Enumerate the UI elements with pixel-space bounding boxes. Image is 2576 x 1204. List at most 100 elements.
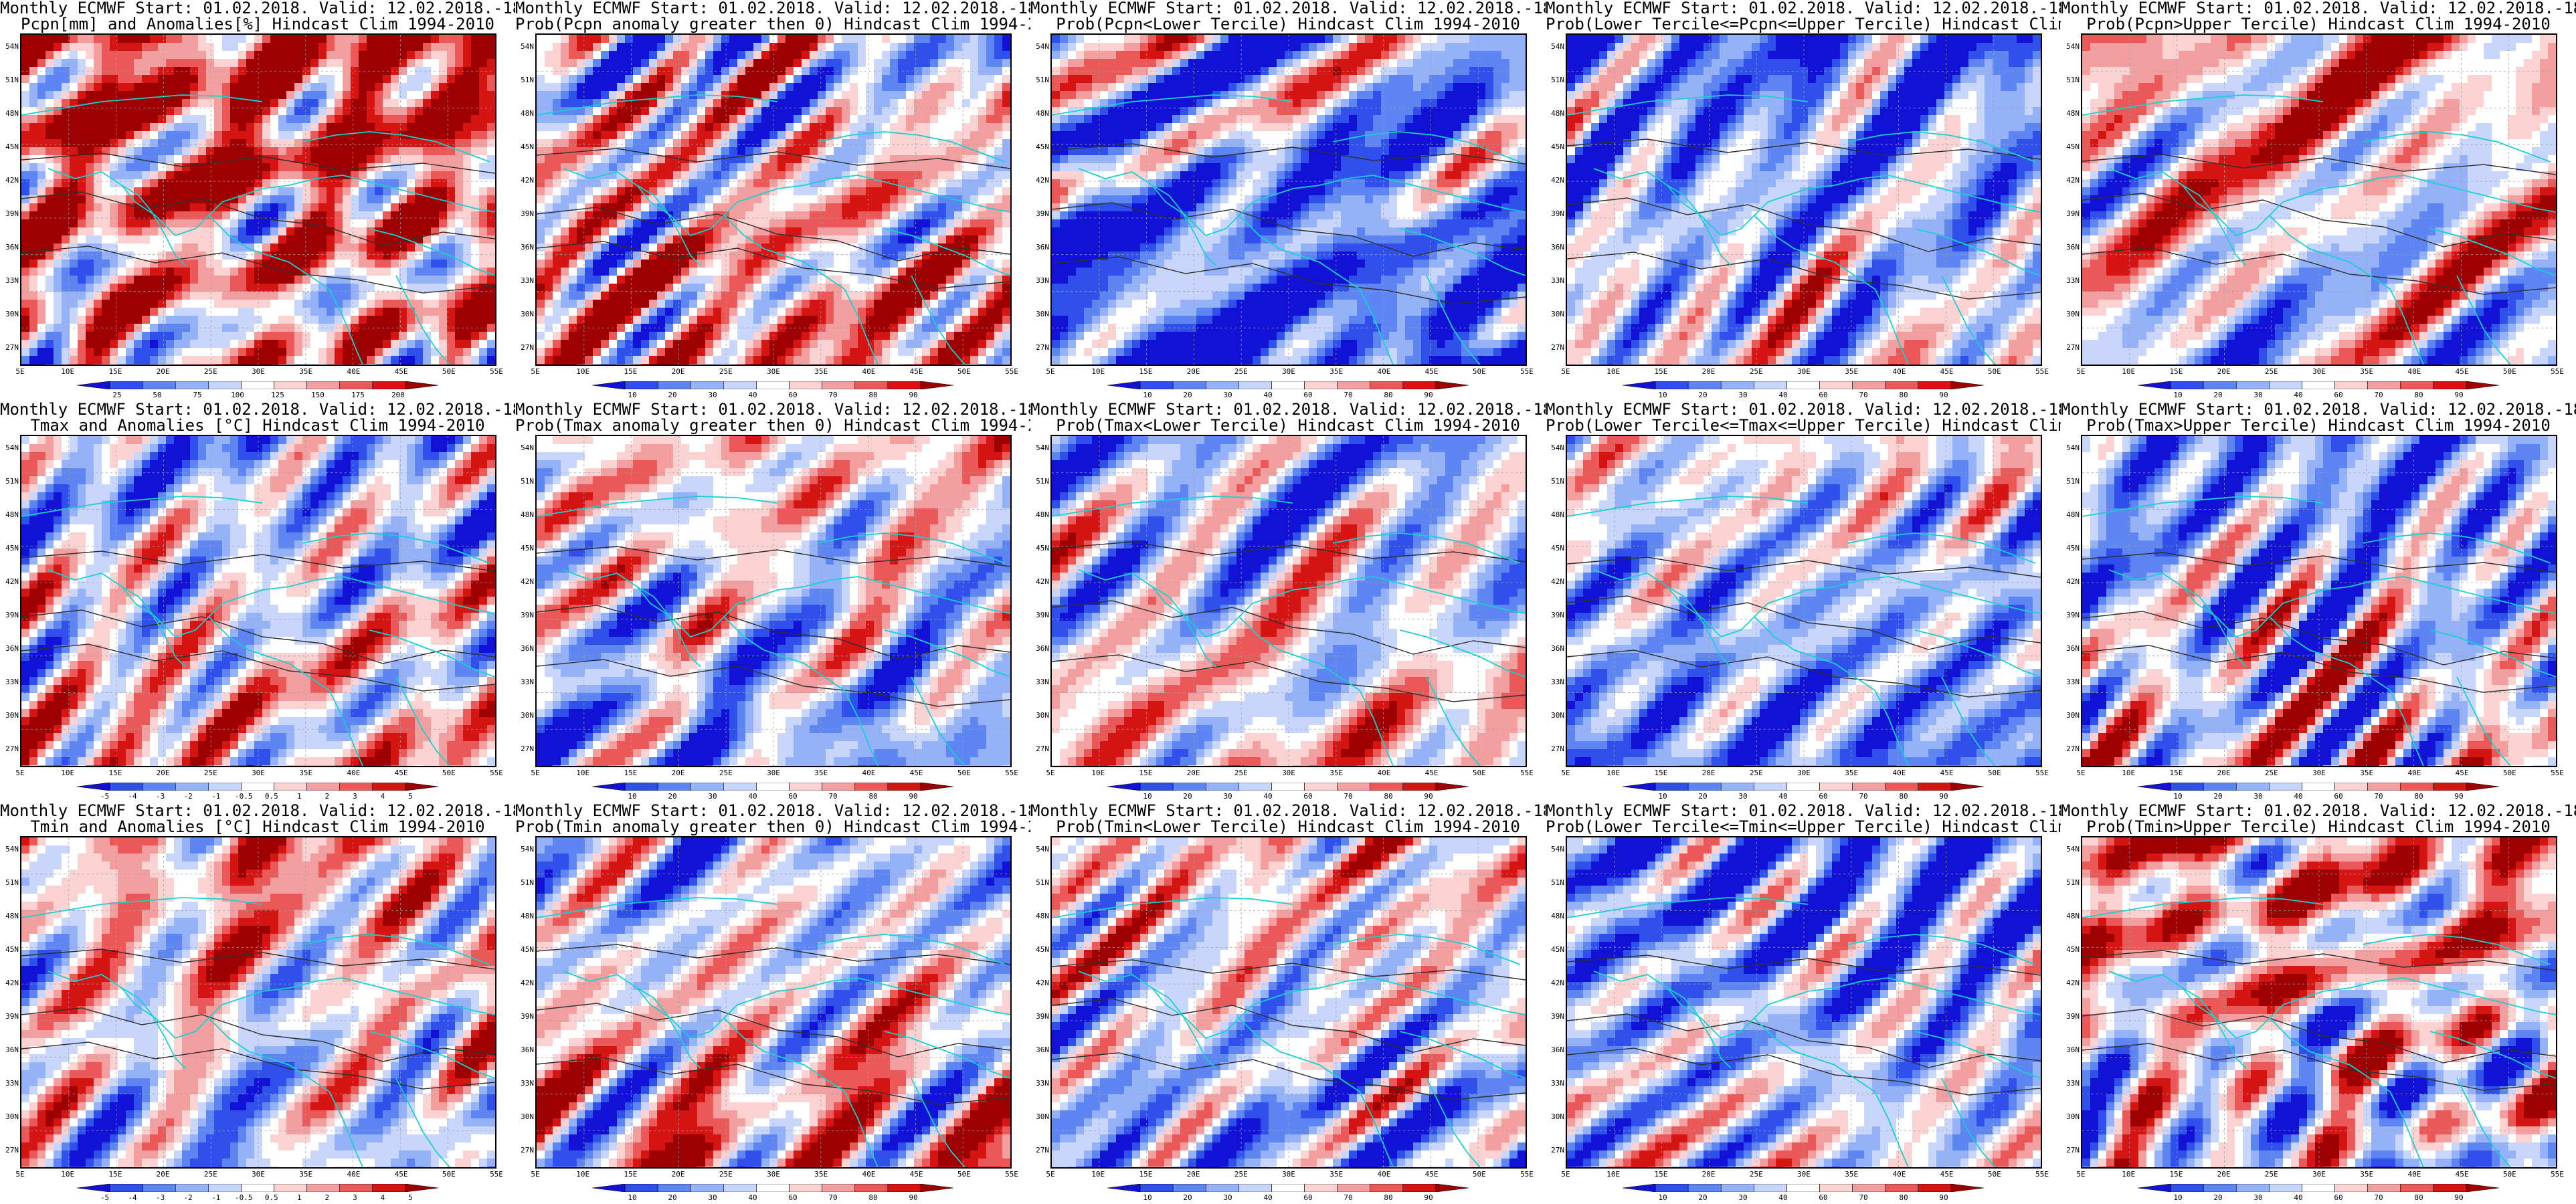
lon-tick-label: 30E [1275, 1171, 1302, 1179]
lat-tick-label: 48N [1546, 110, 1564, 118]
map-panel: Monthly ECMWF Start: 01.02.2018. Valid: … [2061, 401, 2576, 803]
lat-tick-label: 45N [1030, 946, 1049, 954]
lon-tick-label: 10E [1600, 769, 1627, 777]
lon-tick-label: 15E [1132, 769, 1159, 777]
colorbar-label: 40 [1255, 1194, 1281, 1202]
lon-tick-label: 50E [1466, 769, 1493, 777]
lat-tick-label: 51N [2061, 76, 2080, 84]
lon-tick-label: 25E [197, 769, 224, 777]
panel-title-line1: Monthly ECMWF Start: 01.02.2018. Valid: … [0, 401, 515, 417]
colorbar-label: 60 [1810, 1194, 1837, 1202]
lat-tick-label: 51N [0, 76, 19, 84]
lat-tick-label: 42N [1030, 979, 1049, 987]
lat-tick-label: 45N [1546, 143, 1564, 151]
lon-tick-label: 20E [1695, 1171, 1722, 1179]
lat-tick-label: 48N [1030, 110, 1049, 118]
lon-tick-label: 50E [436, 769, 462, 777]
lat-tick-label: 36N [0, 1046, 19, 1054]
lon-tick-label: 10E [569, 769, 596, 777]
lat-tick-label: 39N [0, 210, 19, 218]
lat-tick-label: 42N [0, 177, 19, 185]
colorbar-label: 80 [1375, 391, 1402, 399]
colorbar-label: 80 [1890, 1194, 1917, 1202]
lon-tick-label: 50E [1981, 368, 2008, 376]
lon-tick-label: 55E [2544, 368, 2571, 376]
colorbar-label: 30 [1730, 793, 1756, 801]
lon-tick-label: 5E [2067, 368, 2094, 376]
colorbar-label: 40 [2285, 793, 2312, 801]
colorbar-label: 60 [1295, 1194, 1321, 1202]
colorbar-label: 70 [1335, 391, 1362, 399]
lon-tick-label: 15E [1132, 1171, 1159, 1179]
panel-title-line1: Monthly ECMWF Start: 01.02.2018. Valid: … [2061, 401, 2576, 417]
colorbar-label: 90 [1930, 391, 1957, 399]
lat-tick-label: 36N [1030, 1046, 1049, 1054]
lon-tick-label: 50E [2496, 368, 2523, 376]
map-field [2082, 35, 2556, 365]
lon-tick-label: 45E [388, 769, 415, 777]
lat-tick-label: 30N [2061, 1113, 2080, 1121]
lat-tick-label: 48N [1030, 511, 1049, 519]
lat-tick-label: 36N [515, 1046, 534, 1054]
colorbar-label: 90 [900, 793, 927, 801]
lon-tick-label: 25E [2258, 769, 2285, 777]
lat-tick-label: 27N [1546, 1146, 1564, 1155]
lat-tick-label: 30N [1546, 1113, 1564, 1121]
panel-title-line2: Prob(Tmax anomaly greater then 0) Hindca… [515, 417, 1030, 433]
colorbar-label: 30 [1214, 1194, 1241, 1202]
lon-tick-label: 55E [483, 368, 510, 376]
lat-tick-label: 54N [0, 845, 19, 854]
map-panel: Monthly ECMWF Start: 01.02.2018. Valid: … [0, 0, 515, 401]
colorbar-label: 0.5 [258, 793, 285, 801]
lon-tick-label: 30E [245, 769, 272, 777]
colorbar [592, 381, 953, 389]
lon-tick-label: 35E [808, 769, 834, 777]
colorbar-label: 70 [2365, 793, 2392, 801]
lat-tick-label: 51N [1030, 76, 1049, 84]
lat-tick-label: 45N [1030, 143, 1049, 151]
colorbar-label: 30 [699, 793, 726, 801]
lat-tick-label: 42N [1030, 578, 1049, 586]
panel-title-line2: Prob(Pcpn>Upper Tercile) Hindcast Clim 1… [2061, 16, 2576, 32]
lat-tick-label: 33N [2061, 277, 2080, 285]
map-field [2082, 436, 2556, 766]
lon-tick-label: 20E [2211, 769, 2237, 777]
panel-title-line1: Monthly ECMWF Start: 01.02.2018. Valid: … [1546, 0, 2061, 16]
lat-tick-label: 42N [515, 578, 534, 586]
colorbar-label: 70 [2365, 1194, 2392, 1202]
lat-tick-label: 51N [0, 879, 19, 887]
lon-tick-label: 35E [292, 368, 319, 376]
lat-tick-label: 39N [2061, 210, 2080, 218]
lon-tick-label: 55E [483, 769, 510, 777]
lon-tick-label: 55E [1513, 368, 1540, 376]
lat-tick-label: 39N [1546, 210, 1564, 218]
lat-tick-label: 27N [1030, 1146, 1049, 1155]
lat-tick-label: 42N [515, 177, 534, 185]
colorbar-label: 90 [2446, 391, 2472, 399]
map-field [1052, 35, 1526, 365]
panel-title-line1: Monthly ECMWF Start: 01.02.2018. Valid: … [1030, 401, 1546, 417]
colorbar-label: 60 [2325, 391, 2352, 399]
colorbar-label: 80 [2405, 793, 2432, 801]
colorbar-label: 80 [1375, 793, 1402, 801]
colorbar-label: 60 [1295, 793, 1321, 801]
colorbar-label: 80 [860, 1194, 887, 1202]
lon-tick-label: 35E [1838, 1171, 1865, 1179]
colorbar [1623, 783, 1984, 791]
lon-tick-label: 50E [1981, 769, 2008, 777]
colorbar-label: -3 [147, 1194, 174, 1202]
lon-tick-label: 20E [1180, 769, 1207, 777]
lon-tick-label: 25E [1743, 1171, 1770, 1179]
lat-tick-label: 36N [515, 243, 534, 252]
colorbar-label: 40 [1770, 391, 1797, 399]
lat-tick-label: 54N [1546, 845, 1564, 854]
colorbar-label: 60 [779, 793, 806, 801]
colorbar-label: 20 [1174, 391, 1201, 399]
lon-tick-label: 30E [2306, 368, 2332, 376]
lon-tick-label: 40E [1370, 769, 1397, 777]
lon-tick-label: 45E [903, 769, 930, 777]
lat-tick-label: 30N [1030, 310, 1049, 318]
panel-title-line2: Tmin and Anomalies [°C] Hindcast Clim 19… [0, 819, 515, 835]
colorbar-label: 70 [1850, 793, 1877, 801]
lon-tick-label: 40E [340, 1171, 367, 1179]
